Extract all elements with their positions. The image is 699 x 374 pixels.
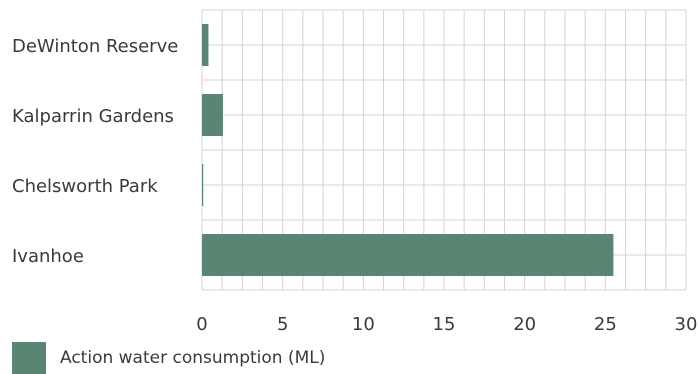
category-label: DeWinton Reserve <box>12 36 178 57</box>
x-tick-label: 15 <box>433 314 456 335</box>
category-labels: DeWinton Reserve Kalparrin Gardens Chelswo… <box>12 36 178 267</box>
bar <box>202 164 204 206</box>
legend: Action water consumption (ML) <box>12 342 325 374</box>
x-tick-label: 10 <box>352 314 375 335</box>
category-label: Kalparrin Gardens <box>12 106 174 127</box>
x-tick-label: 30 <box>675 314 698 335</box>
chart-bars <box>202 24 614 276</box>
legend-label: Action water consumption (ML) <box>60 348 326 368</box>
x-tick-label: 5 <box>277 314 288 335</box>
x-tick-label: 25 <box>594 314 617 335</box>
x-axis-tick-labels: 0 5 10 15 20 25 30 <box>196 314 697 335</box>
bar <box>202 234 614 276</box>
bar <box>202 24 209 66</box>
category-label: Ivanhoe <box>12 246 84 267</box>
x-tick-label: 20 <box>513 314 536 335</box>
category-label: Chelsworth Park <box>12 176 158 197</box>
x-tick-label: 0 <box>196 314 207 335</box>
legend-swatch <box>12 342 46 374</box>
bar <box>202 94 223 136</box>
